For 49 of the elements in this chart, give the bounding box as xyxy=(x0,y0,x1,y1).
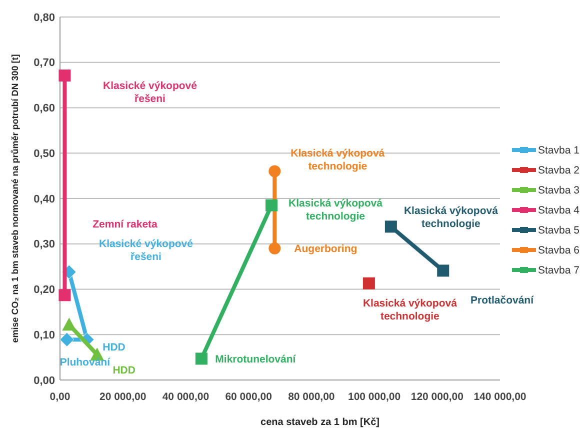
annotation: Klasická výkopová technologie xyxy=(404,204,498,230)
x-tick-label: 80 000,00 xyxy=(288,391,335,403)
y-tick-label: 0,20 xyxy=(34,284,55,296)
point xyxy=(58,289,71,302)
annotation: Klasická výkopová technologie xyxy=(288,197,383,222)
x-axis-title: cena staveb za 1 bm [Kč] xyxy=(260,417,380,428)
annotation: HDD xyxy=(102,341,126,354)
y-tick-label: 0,40 xyxy=(34,193,55,206)
y-tick-label: 0,30 xyxy=(34,238,55,251)
annotation: Klasická výkopová technologie xyxy=(290,147,385,172)
legend-label: Stavba 2 xyxy=(538,164,580,177)
y-tick-label: 0,60 xyxy=(34,102,55,115)
y-tick-label: 0,70 xyxy=(34,57,55,70)
x-tick-label: 40 000,00 xyxy=(162,391,210,403)
annotation: Protlačování xyxy=(470,294,535,307)
point xyxy=(60,332,74,347)
legend-label: Stavba 6 xyxy=(538,244,580,257)
y-tick-label: 0,10 xyxy=(34,329,55,342)
point xyxy=(266,199,278,212)
x-tick-label: 100 000,00 xyxy=(348,391,401,403)
x-tick-label: 60 000,00 xyxy=(225,391,272,403)
annotation: Klasické výkopové řešeni xyxy=(99,238,194,264)
annotation: Klasická výkopová technologie xyxy=(362,298,458,323)
x-tick-label: 120 000,00 xyxy=(410,391,464,403)
legend-label: Stavba 7 xyxy=(538,264,580,277)
annotation: HDD xyxy=(112,364,136,376)
point xyxy=(58,70,71,82)
annotation: Augerboring xyxy=(294,243,358,256)
legend-label: Stavba 3 xyxy=(538,184,580,197)
point xyxy=(362,277,375,290)
point xyxy=(268,242,281,254)
y-tick-label: 0,00 xyxy=(34,374,55,387)
x-tick-label: 140 000,00 xyxy=(474,391,526,403)
x-tick-label: 20 000,00 xyxy=(100,391,146,403)
legend-label: Stavba 5 xyxy=(538,224,580,237)
y-axis-title: emise CO₂ na 1 bm staveb normované na průměr potrubí DN 300 [t] xyxy=(10,54,20,343)
legend-label: Stavba 4 xyxy=(538,204,580,217)
y-tick-label: 0,80 xyxy=(34,12,55,24)
x-tick-label: 0,00 xyxy=(50,391,70,403)
point xyxy=(437,264,450,277)
point xyxy=(384,220,397,233)
legend-label: Stavba 1 xyxy=(538,144,580,157)
point xyxy=(195,352,208,365)
annotation: Mikrotunelování xyxy=(215,353,297,366)
annotation: Klasické výkopové řešeni xyxy=(103,80,198,106)
annotation: Zemní raketa xyxy=(92,218,158,231)
point xyxy=(268,165,281,178)
y-tick-label: 0,50 xyxy=(34,148,55,160)
annotation: Pluhování xyxy=(60,356,112,368)
